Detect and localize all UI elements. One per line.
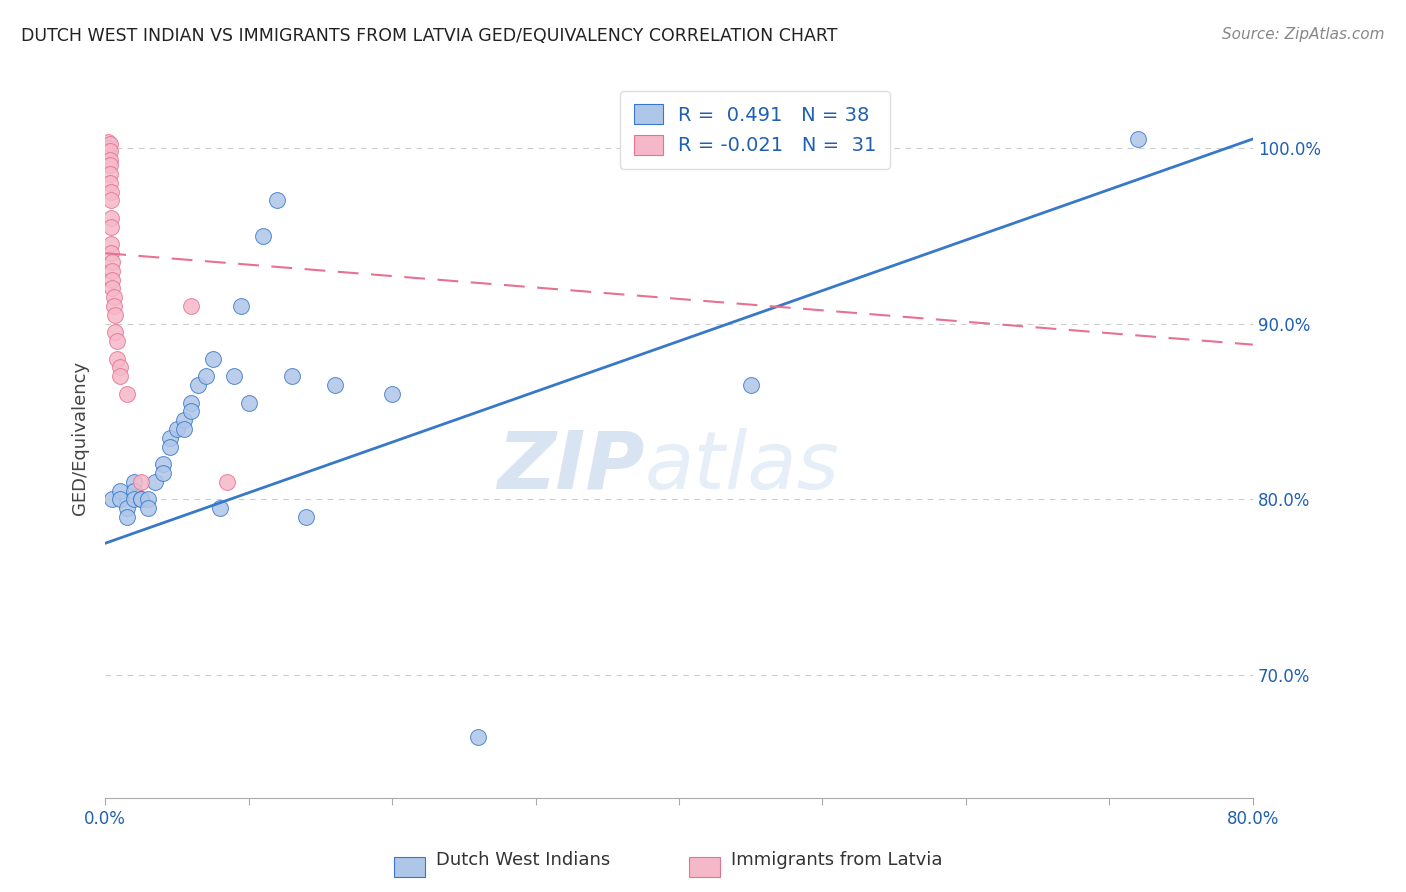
- Point: [238, 395, 260, 409]
- Point: [122, 475, 145, 489]
- Point: [98, 167, 121, 181]
- Point: [100, 185, 122, 199]
- Text: DUTCH WEST INDIAN VS IMMIGRANTS FROM LATVIA GED/EQUIVALENCY CORRELATION CHART: DUTCH WEST INDIAN VS IMMIGRANTS FROM LAT…: [21, 27, 838, 45]
- Point: [100, 211, 122, 225]
- Point: [194, 369, 217, 384]
- Point: [180, 395, 202, 409]
- Point: [105, 351, 128, 366]
- Point: [100, 219, 122, 234]
- Point: [104, 308, 127, 322]
- Point: [180, 404, 202, 418]
- Point: [98, 153, 121, 167]
- Point: [115, 509, 138, 524]
- Point: [252, 228, 274, 243]
- Point: [97, 141, 120, 155]
- Point: [98, 137, 121, 152]
- Point: [103, 290, 125, 304]
- Text: Source: ZipAtlas.com: Source: ZipAtlas.com: [1222, 27, 1385, 42]
- Point: [108, 360, 131, 375]
- Y-axis label: GED/Equivalency: GED/Equivalency: [72, 360, 89, 515]
- Point: [280, 369, 302, 384]
- Point: [136, 501, 159, 516]
- Point: [129, 492, 152, 507]
- Point: [266, 194, 288, 208]
- Point: [98, 145, 121, 159]
- Point: [101, 281, 124, 295]
- Point: [105, 334, 128, 348]
- Point: [98, 158, 121, 172]
- Point: [122, 483, 145, 498]
- Point: [1126, 132, 1149, 146]
- Point: [173, 413, 195, 427]
- Point: [97, 136, 120, 150]
- Point: [108, 483, 131, 498]
- Point: [136, 492, 159, 507]
- Point: [201, 351, 224, 366]
- Point: [101, 264, 124, 278]
- Legend: R =  0.491   N = 38, R = -0.021   N =  31: R = 0.491 N = 38, R = -0.021 N = 31: [620, 91, 890, 169]
- Point: [217, 475, 239, 489]
- Point: [187, 378, 209, 392]
- Point: [159, 431, 181, 445]
- Point: [115, 387, 138, 401]
- Point: [740, 378, 762, 392]
- Point: [166, 422, 188, 436]
- Point: [100, 246, 122, 260]
- Point: [100, 237, 122, 252]
- Point: [101, 492, 124, 507]
- Point: [101, 255, 124, 269]
- Point: [173, 422, 195, 436]
- Point: [104, 326, 127, 340]
- Point: [97, 145, 120, 159]
- Point: [323, 378, 346, 392]
- Point: [224, 369, 246, 384]
- Point: [295, 509, 318, 524]
- Point: [98, 176, 121, 190]
- Point: [108, 492, 131, 507]
- Point: [103, 299, 125, 313]
- Text: atlas: atlas: [644, 427, 839, 506]
- Point: [129, 475, 152, 489]
- Point: [381, 387, 404, 401]
- Point: [152, 466, 174, 480]
- Point: [231, 299, 253, 313]
- Point: [108, 369, 131, 384]
- Point: [122, 492, 145, 507]
- Point: [208, 501, 231, 516]
- Point: [145, 475, 167, 489]
- Text: Immigrants from Latvia: Immigrants from Latvia: [731, 851, 942, 869]
- Point: [100, 194, 122, 208]
- Point: [159, 440, 181, 454]
- Point: [129, 492, 152, 507]
- Text: Dutch West Indians: Dutch West Indians: [436, 851, 610, 869]
- Point: [115, 501, 138, 516]
- Text: ZIP: ZIP: [498, 427, 644, 506]
- Point: [101, 272, 124, 286]
- Point: [180, 299, 202, 313]
- Point: [467, 730, 489, 744]
- Point: [152, 457, 174, 471]
